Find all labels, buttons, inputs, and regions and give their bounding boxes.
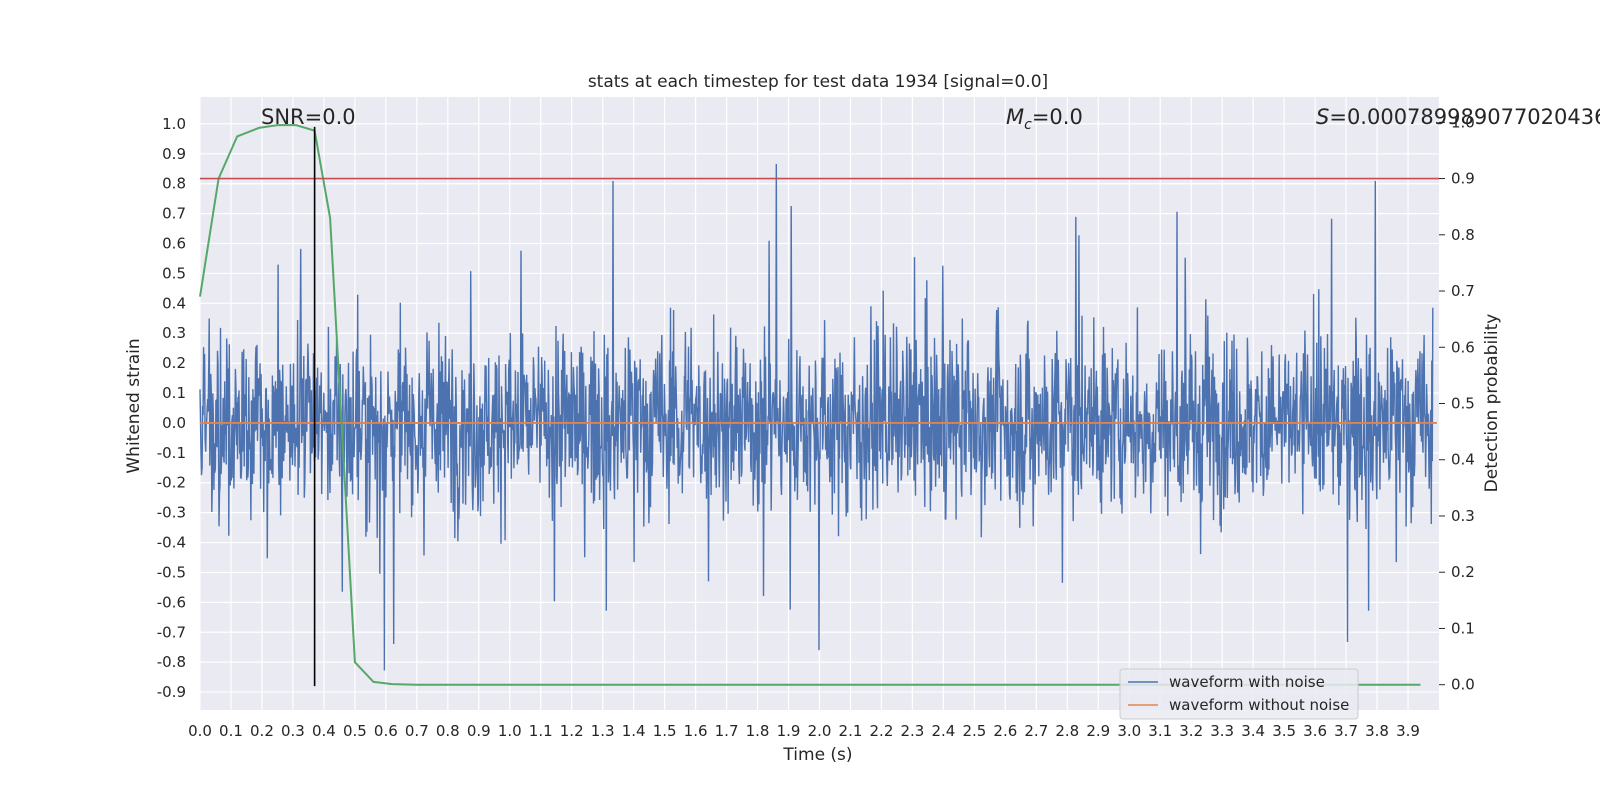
y-tick-label: 0.5: [162, 264, 186, 282]
y-right-tick-label: 0.3: [1451, 507, 1475, 525]
legend: waveform with noise waveform without noi…: [1119, 668, 1359, 720]
y-right-axis-label: Detection probability: [1482, 314, 1502, 493]
y-tick-label: -0.8: [157, 653, 186, 671]
x-tick-label: 1.3: [591, 722, 615, 740]
x-tick-label: 0.4: [312, 722, 336, 740]
series-detection-probability: [199, 124, 1421, 686]
x-tick-label: 2.8: [1055, 722, 1079, 740]
y-tick-labels: 1.0 0.9 0.8 0.7 0.6 0.5 0.4 0.3 0.2 0.1 0.0 -0.1 -0.…: [157, 115, 186, 701]
x-tick-label: 1.1: [529, 722, 553, 740]
y-right-tick-label: 0.6: [1451, 338, 1475, 356]
statistic-annotation: S=0.0007899890770204368: [1316, 105, 1600, 129]
y-tick-label: -0.2: [157, 474, 186, 492]
x-tick-label: 3.1: [1148, 722, 1172, 740]
x-tick-label: 2.5: [962, 722, 986, 740]
x-tick-label: 3.9: [1396, 722, 1420, 740]
grid: [199, 97, 1439, 710]
y-tick-label: 0.9: [162, 145, 186, 163]
x-tick-label: 2.4: [931, 722, 955, 740]
snr-annotation: SNR=0.0: [261, 105, 356, 129]
y-right-tick-label: 1.0: [1451, 113, 1475, 131]
x-tick-label: 3.8: [1365, 722, 1389, 740]
x-tick-label: 0.0: [188, 722, 212, 740]
y-right-tick-label: 0.9: [1451, 170, 1475, 188]
y-right-tick-label: 0.0: [1451, 676, 1475, 694]
x-tick-label: 1.9: [777, 722, 801, 740]
y-tick-label: 0.7: [162, 205, 186, 223]
x-tick-label: 2.1: [839, 722, 863, 740]
y-tick-label: 0.0: [162, 414, 186, 432]
x-tick-label: 2.2: [870, 722, 894, 740]
y-right-tick-label: 0.5: [1451, 395, 1475, 413]
x-tick-label: 0.1: [219, 722, 243, 740]
x-tick-label: 1.5: [653, 722, 677, 740]
x-tick-label: 0.2: [250, 722, 274, 740]
legend-label-noise: waveform with noise: [1169, 673, 1325, 691]
chart-title: stats at each timestep for test data 193…: [588, 72, 1048, 92]
y-right-tick-label: 0.7: [1451, 282, 1475, 300]
x-tick-label: 3.0: [1117, 722, 1141, 740]
reference-lines: [200, 126, 1439, 687]
x-tick-labels: 0.0 0.1 0.2 0.3 0.4 0.5 0.6 0.7 0.8 0.9 1.0 1.1 1.2 1…: [188, 722, 1420, 740]
x-tick-label: 0.9: [467, 722, 491, 740]
y-right-tick-label: 0.2: [1451, 563, 1475, 581]
x-tick-label: 3.7: [1334, 722, 1358, 740]
x-tick-label: 1.8: [746, 722, 770, 740]
x-axis-label: Time (s): [782, 745, 852, 765]
x-tick-label: 3.4: [1241, 722, 1265, 740]
y-tick-label: 0.4: [162, 294, 186, 312]
x-tick-label: 3.2: [1179, 722, 1203, 740]
x-tick-label: 1.4: [622, 722, 646, 740]
y-tick-label: -0.5: [157, 563, 186, 581]
x-tick-label: 0.8: [436, 722, 460, 740]
legend-label-clean: waveform without noise: [1169, 696, 1349, 714]
y-tick-label: 1.0: [162, 115, 186, 133]
x-tick-label: 2.3: [900, 722, 924, 740]
legend-box: [1119, 668, 1359, 720]
y-right-tick-label: 0.1: [1451, 619, 1475, 637]
chirp-mass-value: =0.0: [1032, 105, 1083, 129]
chirp-mass-symbol: M: [1006, 105, 1024, 129]
x-tick-label: 1.7: [715, 722, 739, 740]
x-tick-label: 1.0: [498, 722, 522, 740]
y-tick-label: -0.7: [157, 623, 186, 641]
x-tick-label: 2.9: [1086, 722, 1110, 740]
y-tick-label: 0.6: [162, 235, 186, 253]
y-tick-label: -0.4: [157, 534, 186, 552]
chirp-mass-subscript: c: [1024, 117, 1032, 133]
x-tick-label: 2.6: [993, 722, 1017, 740]
y-right-tick-label: 0.4: [1451, 451, 1475, 469]
y-tick-label: 0.8: [162, 175, 186, 193]
y-tick-label: -0.9: [157, 683, 186, 701]
x-tick-label: 1.6: [684, 722, 708, 740]
y-tick-label: 0.1: [162, 384, 186, 402]
statistic-value: =0.0007899890770204368: [1329, 105, 1600, 129]
y-right-tick-label: 0.8: [1451, 226, 1475, 244]
series-waveform-with-noise: [199, 163, 1434, 671]
noise-waveform-line: [199, 163, 1434, 671]
x-tick-label: 2.7: [1024, 722, 1048, 740]
x-tick-label: 0.7: [405, 722, 429, 740]
y-axis-label: Whitened strain: [124, 338, 144, 473]
y-tick-label: 0.3: [162, 324, 186, 342]
y-tick-label: -0.6: [157, 593, 186, 611]
chirp-mass-annotation: Mc=0.0: [1006, 105, 1083, 133]
statistic-symbol: S: [1316, 105, 1329, 129]
y-right-tick-labels: 1.0 0.9 0.8 0.7 0.6 0.5 0.4 0.3 0.2 0.1 0.0: [1439, 113, 1475, 694]
x-tick-label: 3.6: [1303, 722, 1327, 740]
x-tick-label: 3.5: [1272, 722, 1296, 740]
y-tick-label: -0.3: [157, 504, 186, 522]
x-tick-label: 0.6: [374, 722, 398, 740]
y-tick-label: 0.2: [162, 354, 186, 372]
detection-probability-line: [199, 124, 1421, 686]
y-tick-label: -0.1: [157, 444, 186, 462]
x-tick-label: 2.0: [808, 722, 832, 740]
x-tick-label: 3.3: [1210, 722, 1234, 740]
x-tick-label: 0.3: [281, 722, 305, 740]
x-tick-label: 0.5: [343, 722, 367, 740]
x-tick-label: 1.2: [560, 722, 584, 740]
